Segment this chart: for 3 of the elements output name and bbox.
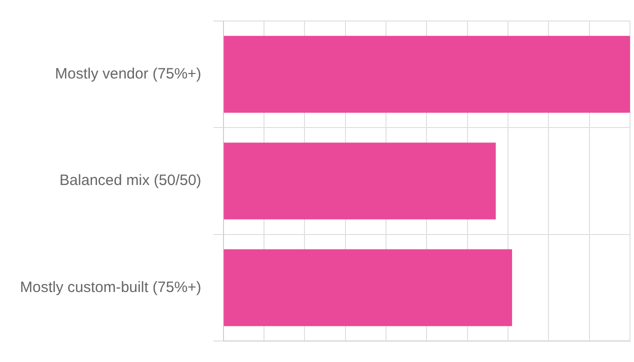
y-tick-label: Mostly vendor (75%+) (54, 65, 202, 82)
y-tick-label: Balanced mix (50/50) (60, 172, 202, 190)
y-tick-label: Mostly custom-built (75%+) (20, 278, 202, 296)
